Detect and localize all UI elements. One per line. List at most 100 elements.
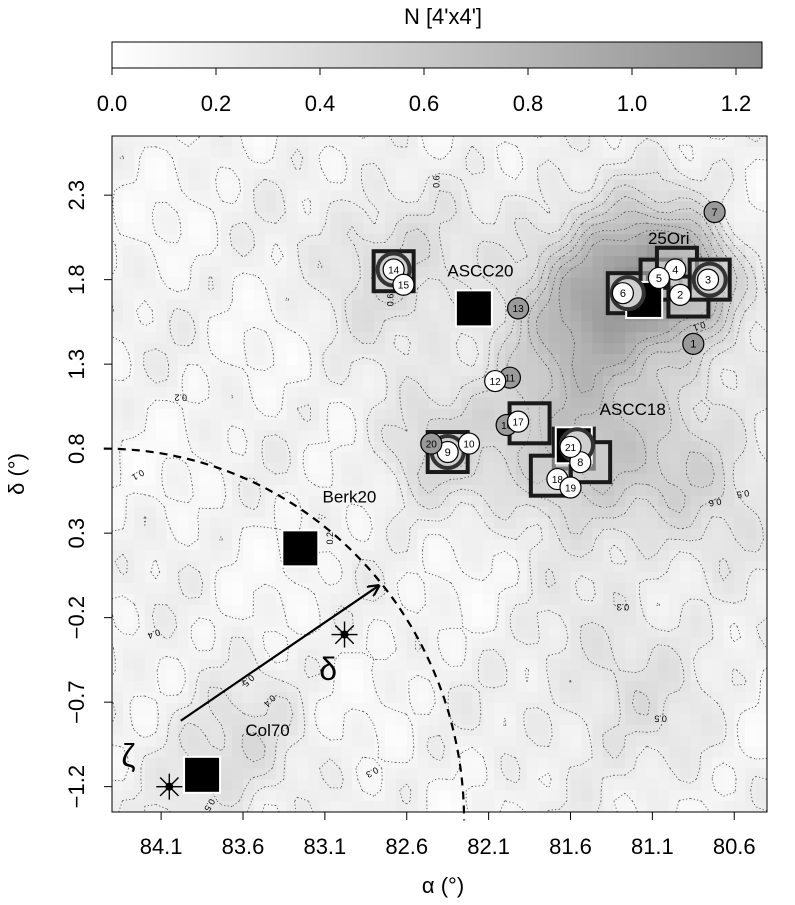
density-cell — [177, 626, 190, 639]
density-cell — [614, 593, 626, 606]
density-cell — [679, 452, 692, 464]
density-cell — [646, 234, 659, 246]
density-cell — [232, 495, 244, 508]
density-cell — [319, 746, 331, 759]
density-cell — [341, 561, 353, 573]
density-cell — [122, 702, 135, 715]
density-cell — [472, 190, 484, 203]
density-cell — [581, 637, 593, 650]
density-cell — [483, 768, 495, 780]
density-cell — [308, 572, 321, 584]
density-cell — [745, 801, 757, 812]
density-cell — [275, 604, 288, 617]
density-cell — [188, 463, 200, 475]
density-cell — [526, 659, 539, 671]
density-cell — [243, 146, 255, 159]
density-cell — [592, 724, 604, 737]
density-cell — [537, 212, 550, 224]
density-cell — [122, 332, 135, 344]
colorbar-tick-label: 0.6 — [409, 91, 440, 116]
density-cell — [450, 637, 462, 650]
density-cell — [745, 506, 757, 519]
x-axis: 84.1 83.6 83.1 82.6 82.1 81.6 81.1 80.6 — [140, 812, 756, 859]
density-cell — [472, 277, 484, 290]
density-cell — [122, 539, 135, 551]
density-cell — [112, 637, 124, 650]
density-cell — [384, 430, 397, 442]
density-cell — [428, 790, 441, 802]
density-cell — [133, 343, 146, 355]
density-cell — [133, 288, 146, 301]
density-cell — [614, 146, 626, 159]
density-cell — [483, 648, 495, 660]
density-cell — [352, 637, 364, 650]
density-cell — [461, 495, 473, 508]
density-cell — [515, 724, 528, 737]
density-cell — [745, 539, 757, 551]
density-cell — [646, 375, 659, 388]
density-cell — [395, 561, 408, 573]
density-cell — [745, 572, 757, 584]
density-cell — [592, 190, 604, 203]
density-cell — [363, 550, 375, 562]
density-cell — [712, 299, 724, 312]
density-cell — [221, 146, 233, 159]
contour-label: 0.2 — [325, 532, 335, 545]
density-cell — [483, 702, 495, 715]
density-cell — [112, 463, 124, 475]
density-cell — [253, 790, 266, 802]
density-cell — [188, 354, 200, 366]
density-cell — [559, 713, 572, 726]
density-cell — [243, 604, 255, 617]
density-cell — [330, 724, 342, 737]
density-cell — [668, 223, 681, 235]
density-cell — [756, 790, 767, 802]
density-cell — [439, 299, 452, 312]
density-cell — [166, 670, 179, 682]
density-cell — [428, 146, 441, 159]
density-cell — [133, 746, 146, 759]
density-cell — [756, 539, 767, 551]
density-cell — [625, 702, 637, 715]
density-cell — [559, 572, 572, 584]
density-cell — [515, 757, 528, 769]
density-cell — [275, 223, 288, 235]
density-cell — [690, 452, 703, 464]
density-cell — [657, 604, 670, 617]
density-cell — [286, 375, 299, 388]
density-cell — [199, 692, 211, 704]
density-cell — [625, 245, 637, 257]
density-cell — [559, 681, 572, 693]
density-cell — [341, 735, 353, 748]
density-cell — [494, 441, 506, 453]
density-cell — [581, 157, 593, 170]
density-cell — [155, 299, 168, 312]
density-cell — [275, 201, 288, 213]
density-cell — [646, 136, 659, 148]
density-cell — [133, 266, 146, 279]
density-cell — [112, 146, 124, 159]
density-cell — [592, 768, 604, 780]
density-cell — [614, 550, 626, 562]
density-cell — [690, 397, 703, 410]
density-cell — [548, 713, 561, 726]
density-cell — [417, 583, 430, 595]
density-cell — [264, 550, 277, 562]
density-cell — [679, 757, 692, 769]
density-cell — [155, 506, 168, 519]
density-cell — [112, 266, 124, 279]
density-cell — [505, 146, 517, 159]
density-cell — [570, 146, 583, 159]
density-cell — [232, 713, 244, 726]
density-cell — [275, 430, 288, 442]
density-cell — [570, 746, 583, 759]
density-cell — [177, 146, 190, 159]
density-cell — [592, 386, 604, 399]
density-cell — [537, 626, 550, 639]
density-cell — [352, 364, 364, 377]
density-cell — [395, 681, 408, 693]
density-cell — [341, 397, 353, 410]
density-cell — [374, 801, 386, 812]
density-cell — [494, 255, 506, 268]
density-cell — [133, 321, 146, 333]
